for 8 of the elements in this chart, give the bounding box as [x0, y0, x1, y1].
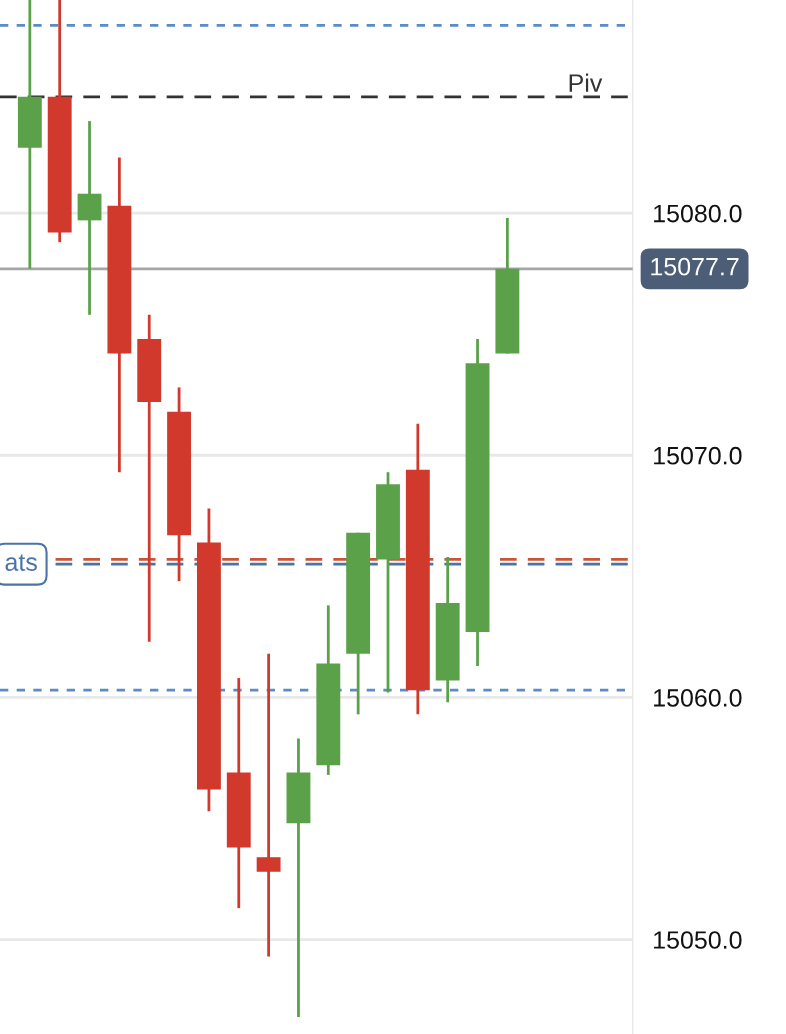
candlestick	[256, 652, 281, 958]
ref-line-label: ats	[5, 554, 37, 571]
y-tick-label: 15060.0	[654, 689, 742, 707]
y-tick-label: 15070.0	[654, 446, 742, 465]
ref-line-label: Piv	[569, 73, 603, 92]
y-tick-label: 15050.0	[654, 931, 742, 949]
y-tick-label: 15080.0	[654, 204, 742, 223]
ref-line-label: 15077.7	[651, 257, 739, 276]
